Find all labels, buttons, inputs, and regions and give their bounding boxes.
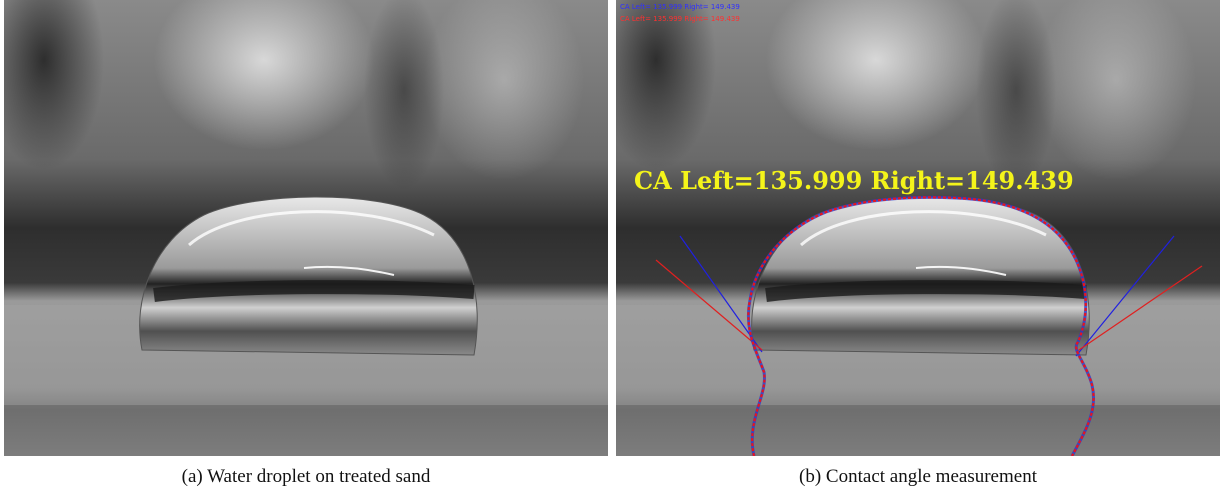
droplet-profile <box>746 195 1096 456</box>
measurement-readout-blue: CA Left= 135.999 Right= 149.439 <box>620 3 740 11</box>
caption-b: (b) Contact angle measurement <box>799 466 1037 487</box>
measurement-readout-red: CA Left= 135.999 Right= 149.439 <box>620 15 740 23</box>
contact-angle-label: CA Left=135.999 Right=149.439 <box>634 166 1074 195</box>
caption-a: (a) Water droplet on treated sand <box>181 466 431 487</box>
contact-angle-photo: CA Left= 135.999 Right= 149.439 CA Left=… <box>616 0 1220 456</box>
tangent-lines <box>655 235 1203 357</box>
droplet-photo <box>4 0 608 456</box>
